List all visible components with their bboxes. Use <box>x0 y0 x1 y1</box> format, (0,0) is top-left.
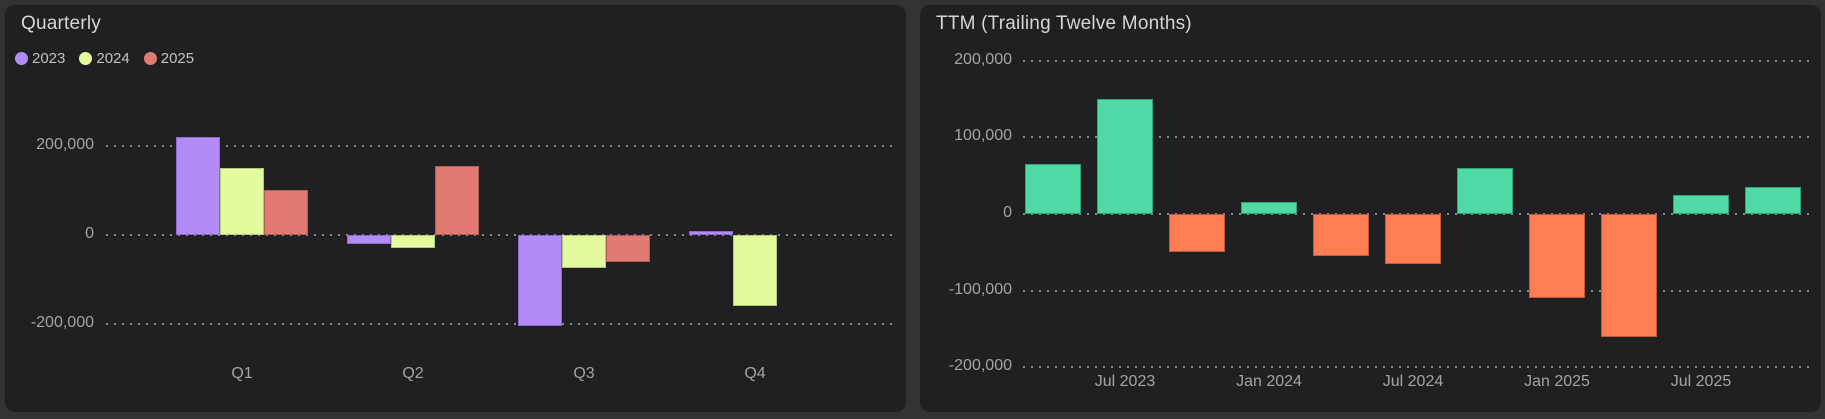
gridline <box>106 234 895 236</box>
ttm-bar-3[interactable] <box>1241 202 1297 214</box>
ttm-bar-6[interactable] <box>1457 167 1513 214</box>
legend-item-2023[interactable]: 2023 <box>15 50 65 67</box>
bar-2023-q3[interactable] <box>518 235 562 327</box>
ttm-bar-7[interactable] <box>1529 214 1585 299</box>
quarterly-chart-panel: Quarterly 2023 2024 2025 200,000 0 -200,00… <box>5 5 906 412</box>
bar-2024-q1[interactable] <box>220 168 264 235</box>
y-tick-label: 200,000 <box>954 50 1012 68</box>
y-tick-label: -100,000 <box>948 280 1012 298</box>
gridline <box>1023 136 1815 139</box>
legend-dot-2023-icon <box>15 52 28 65</box>
x-tick-label: Jul 2023 <box>1094 373 1156 390</box>
ttm-chart-title: TTM (Trailing Twelve Months) <box>936 13 1192 34</box>
ttm-bar-1[interactable] <box>1097 98 1153 214</box>
gridline <box>1023 59 1815 62</box>
ttm-bar-5[interactable] <box>1385 214 1441 264</box>
bar-2024-q4[interactable] <box>733 235 777 307</box>
ttm-bar-10[interactable] <box>1745 187 1801 214</box>
quarterly-legend: 2023 2024 2025 <box>15 50 194 67</box>
x-tick-label: Jan 2025 <box>1524 373 1590 390</box>
x-tick-label: Q4 <box>744 365 766 382</box>
x-tick-label: Q3 <box>573 365 595 382</box>
legend-dot-2025-icon <box>143 52 157 65</box>
gridline <box>1023 289 1815 292</box>
x-tick-label: Jul 2024 <box>1382 373 1444 390</box>
y-tick-label: 0 <box>1003 204 1012 221</box>
x-tick-label: Q2 <box>402 365 424 382</box>
ttm-bar-8[interactable] <box>1601 214 1657 337</box>
bar-2023-q1[interactable] <box>176 136 220 235</box>
ttm-bar-0[interactable] <box>1025 164 1081 214</box>
legend-label-2025: 2025 <box>160 50 195 67</box>
ttm-chart-panel: TTM (Trailing Twelve Months) 200,000 100,… <box>920 5 1821 412</box>
x-tick-label: Q1 <box>231 365 253 382</box>
x-tick-label: Jan 2024 <box>1236 373 1302 390</box>
bar-2025-q1[interactable] <box>264 190 308 235</box>
bar-2025-q3[interactable] <box>606 235 650 262</box>
y-tick-label: 100,000 <box>954 127 1012 145</box>
y-tick-label: -200,000 <box>948 357 1012 375</box>
ttm-plot-area: 200,000 100,000 0 -100,000 -200,000 Jul 2023 J… <box>920 5 1821 412</box>
ttm-bar-9[interactable] <box>1673 194 1729 214</box>
legend-label-2024: 2024 <box>96 50 130 67</box>
gridline <box>1023 366 1815 369</box>
bar-2023-q4[interactable] <box>689 230 733 235</box>
legend-item-2024[interactable]: 2024 <box>79 50 130 67</box>
gridline <box>106 144 895 147</box>
bar-2024-q3[interactable] <box>562 235 606 269</box>
quarterly-plot-area: 200,000 0 -200,000 Q1 Q2 Q3 Q4 <box>5 5 906 412</box>
bar-2023-q2[interactable] <box>347 235 391 244</box>
gridline <box>106 323 895 326</box>
bar-2024-q2[interactable] <box>391 235 435 249</box>
legend-dot-2024-icon <box>79 52 93 65</box>
ttm-bar-4[interactable] <box>1313 214 1369 257</box>
x-tick-label: Jul 2025 <box>1670 373 1732 390</box>
y-tick-label: 0 <box>85 225 94 242</box>
legend-item-2025[interactable]: 2025 <box>143 50 195 67</box>
y-tick-label: 200,000 <box>36 135 94 153</box>
legend-label-2023: 2023 <box>32 50 66 67</box>
quarterly-chart-title: Quarterly <box>21 13 101 34</box>
bar-2025-q2[interactable] <box>435 165 479 235</box>
y-tick-label: -200,000 <box>30 314 94 332</box>
ttm-bar-2[interactable] <box>1169 214 1225 253</box>
